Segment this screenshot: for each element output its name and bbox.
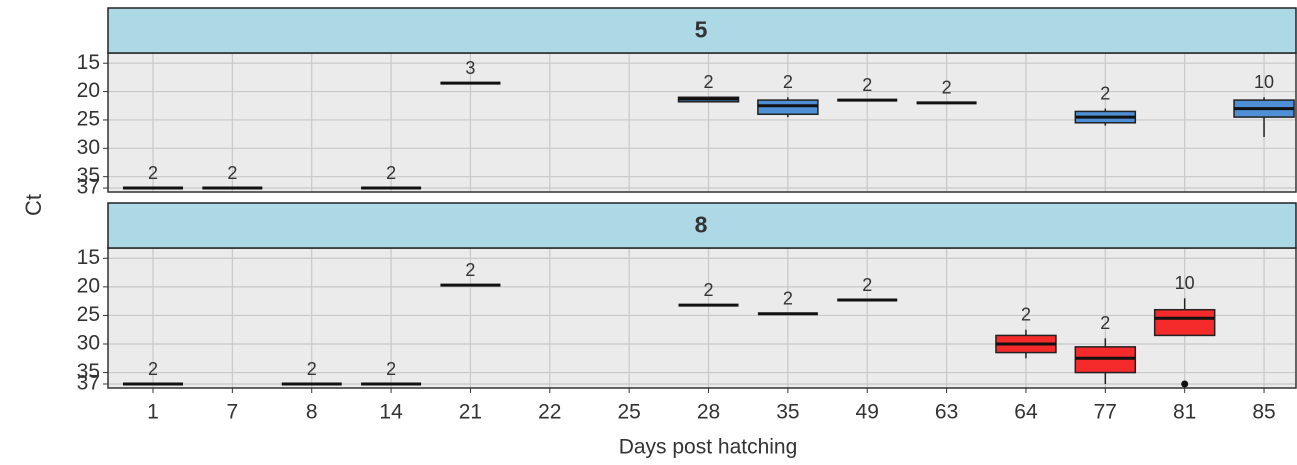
y-tick-label: 20: [77, 79, 100, 102]
x-tick-label: 25: [617, 401, 640, 424]
count-label: 2: [148, 359, 158, 379]
y-tick-label: 30: [77, 332, 100, 355]
x-tick-label: 49: [856, 401, 879, 424]
y-tick-label: 35: [77, 360, 100, 383]
count-label: 2: [465, 260, 475, 280]
count-label: 2: [704, 72, 714, 92]
x-tick-label: 21: [459, 401, 482, 424]
x-tick-label: 81: [1173, 401, 1196, 424]
y-tick-label: 20: [77, 274, 100, 297]
count-label: 2: [307, 359, 317, 379]
x-tick-label: 35: [776, 401, 799, 424]
count-label: 2: [704, 280, 714, 300]
x-axis-title: Days post hatching: [619, 436, 798, 459]
x-tick-label: 14: [379, 401, 403, 424]
y-tick-label: 25: [77, 107, 100, 130]
facet-title: 5: [695, 17, 708, 43]
count-label: 2: [1100, 313, 1110, 333]
x-tick-label: 1: [147, 401, 159, 424]
y-tick-label: 15: [77, 51, 100, 74]
x-tick-label: 63: [935, 401, 958, 424]
x-tick-label: 64: [1014, 401, 1038, 424]
count-label: 2: [783, 72, 793, 92]
count-label: 2: [862, 275, 872, 295]
x-tick-label: 22: [538, 401, 561, 424]
y-tick-label: 25: [77, 303, 100, 326]
count-label: 3: [465, 58, 475, 78]
count-label: 2: [1100, 83, 1110, 103]
count-label: 2: [386, 163, 396, 183]
strip: [107, 7, 1297, 54]
count-label: 2: [148, 163, 158, 183]
y-tick-label: 30: [77, 136, 100, 159]
count-label: 10: [1254, 72, 1274, 92]
x-tick-label: 77: [1094, 401, 1117, 424]
count-label: 2: [386, 359, 396, 379]
x-tick-label: 8: [306, 401, 318, 424]
y-tick-label: 15: [77, 246, 100, 269]
outlier: [1181, 380, 1189, 388]
strip: [107, 202, 1297, 249]
x-tick-label: 28: [697, 401, 720, 424]
count-label: 2: [227, 163, 237, 183]
x-tick-label: 85: [1252, 401, 1275, 424]
facet-title: 8: [695, 212, 708, 238]
count-label: 10: [1175, 273, 1195, 293]
y-tick-label: 35: [77, 164, 100, 187]
count-label: 2: [862, 75, 872, 95]
y-tick-label: 37: [77, 176, 100, 199]
x-tick-label: 7: [227, 401, 239, 424]
y-axis-title: Ct: [21, 194, 46, 216]
count-label: 2: [783, 288, 793, 308]
count-label: 2: [942, 78, 952, 98]
count-label: 2: [1021, 304, 1031, 324]
box: [1153, 308, 1216, 337]
y-tick-label: 37: [77, 372, 100, 395]
